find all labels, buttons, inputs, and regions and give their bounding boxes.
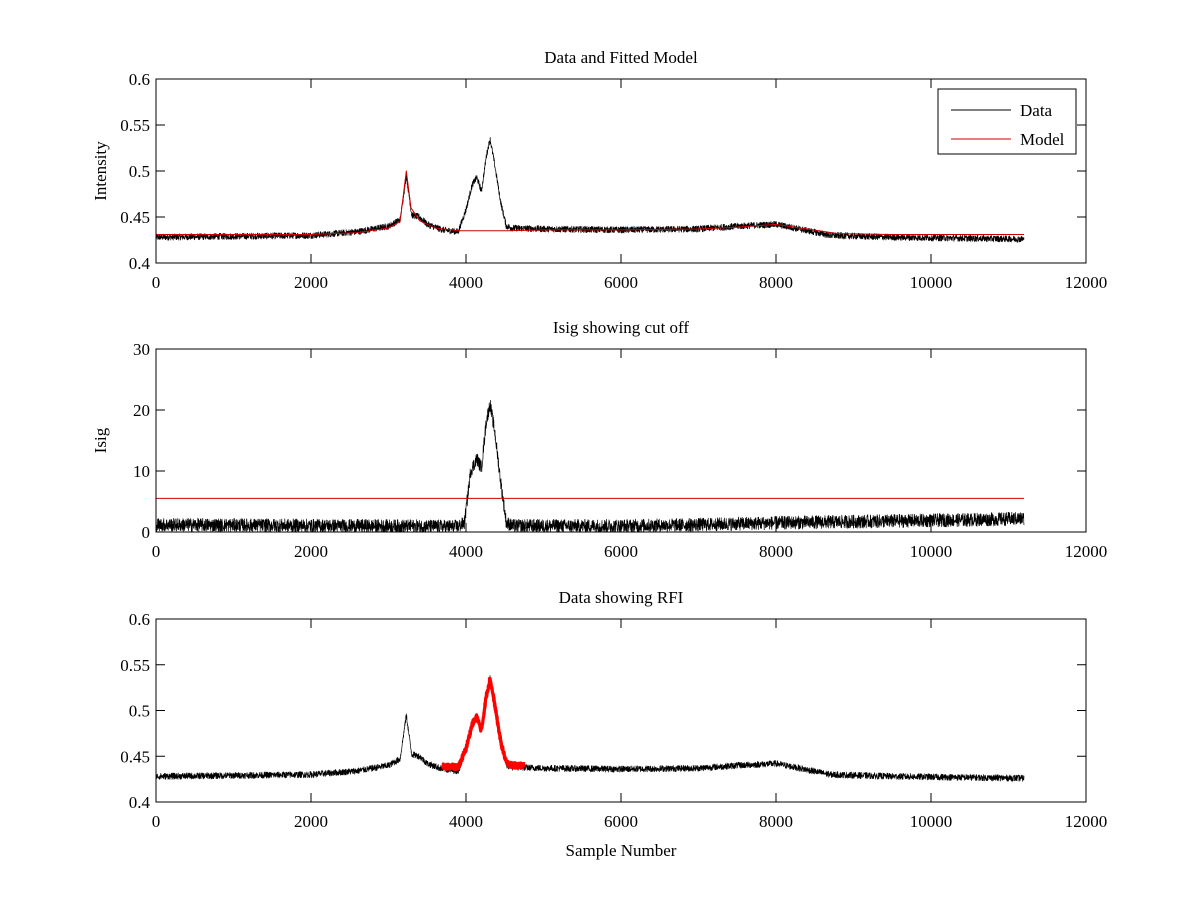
y-tick-label: 0.6 xyxy=(129,610,150,629)
x-tick-label: 6000 xyxy=(604,812,638,831)
series-line-1 xyxy=(156,675,1025,782)
legend: Data Model xyxy=(937,88,1077,155)
x-tick-label: 4000 xyxy=(449,812,483,831)
y-tick-label: 0.4 xyxy=(129,793,151,812)
x-tick-label: 10000 xyxy=(910,273,953,292)
y-axis-label: Isig xyxy=(91,427,110,453)
y-tick-label: 0.45 xyxy=(120,747,150,766)
legend-entry: Model xyxy=(1020,130,1065,149)
x-tick-label: 2000 xyxy=(294,812,328,831)
x-tick-label: 0 xyxy=(152,542,161,561)
x-tick-label: 0 xyxy=(152,812,161,831)
y-tick-label: 0.55 xyxy=(120,116,150,135)
x-tick-label: 4000 xyxy=(449,542,483,561)
x-tick-label: 12000 xyxy=(1065,542,1108,561)
x-tick-label: 8000 xyxy=(759,542,793,561)
series-line-1 xyxy=(156,137,1025,243)
y-tick-label: 0.45 xyxy=(120,208,150,227)
x-tick-label: 0 xyxy=(152,273,161,292)
subplot-2: 0 2000 4000 6000 8000 10000 12000 0 10 20 30 Isig s… xyxy=(91,318,1107,561)
legend-box xyxy=(937,88,1077,155)
y-tick-label: 10 xyxy=(133,462,150,481)
y-tick-label: 0.55 xyxy=(120,656,150,675)
x-tick-label: 2000 xyxy=(294,273,328,292)
x-tick-label: 2000 xyxy=(294,542,328,561)
y-tick-label: 0.4 xyxy=(129,254,151,273)
x-tick-label: 10000 xyxy=(910,542,953,561)
x-tick-label: 4000 xyxy=(449,273,483,292)
x-tick-label: 12000 xyxy=(1065,273,1108,292)
y-tick-label: 0.6 xyxy=(129,70,150,89)
x-tick-label: 8000 xyxy=(759,812,793,831)
x-tick-label: 10000 xyxy=(910,812,953,831)
series-line-1 xyxy=(156,399,1025,532)
y-tick-label: 20 xyxy=(133,401,150,420)
x-tick-label: 12000 xyxy=(1065,812,1108,831)
x-tick-label: 6000 xyxy=(604,273,638,292)
subplot-3: 0 2000 4000 6000 8000 10000 12000 0.4 0.45 0.5 0.5… xyxy=(120,588,1107,860)
y-tick-label: 0 xyxy=(142,523,151,542)
chart-title: Isig showing cut off xyxy=(553,318,689,337)
y-tick-label: 0.5 xyxy=(129,702,150,721)
axes-frame xyxy=(155,348,1087,533)
x-tick-label: 6000 xyxy=(604,542,638,561)
y-tick-label: 30 xyxy=(133,340,150,359)
subplot-1: 0 2000 4000 6000 8000 10000 12000 0.4 0.45 0.5 0.5… xyxy=(91,48,1107,292)
series-line-2 xyxy=(156,170,1024,235)
x-tick-label: 8000 xyxy=(759,273,793,292)
x-axis-label: Sample Number xyxy=(566,841,677,860)
series-line-2 xyxy=(441,676,526,772)
y-tick-label: 0.5 xyxy=(129,162,150,181)
chart-title: Data showing RFI xyxy=(559,588,684,607)
chart-title: Data and Fitted Model xyxy=(544,48,698,67)
y-axis-label: Intensity xyxy=(91,141,110,201)
legend-entry: Data xyxy=(1020,101,1053,120)
